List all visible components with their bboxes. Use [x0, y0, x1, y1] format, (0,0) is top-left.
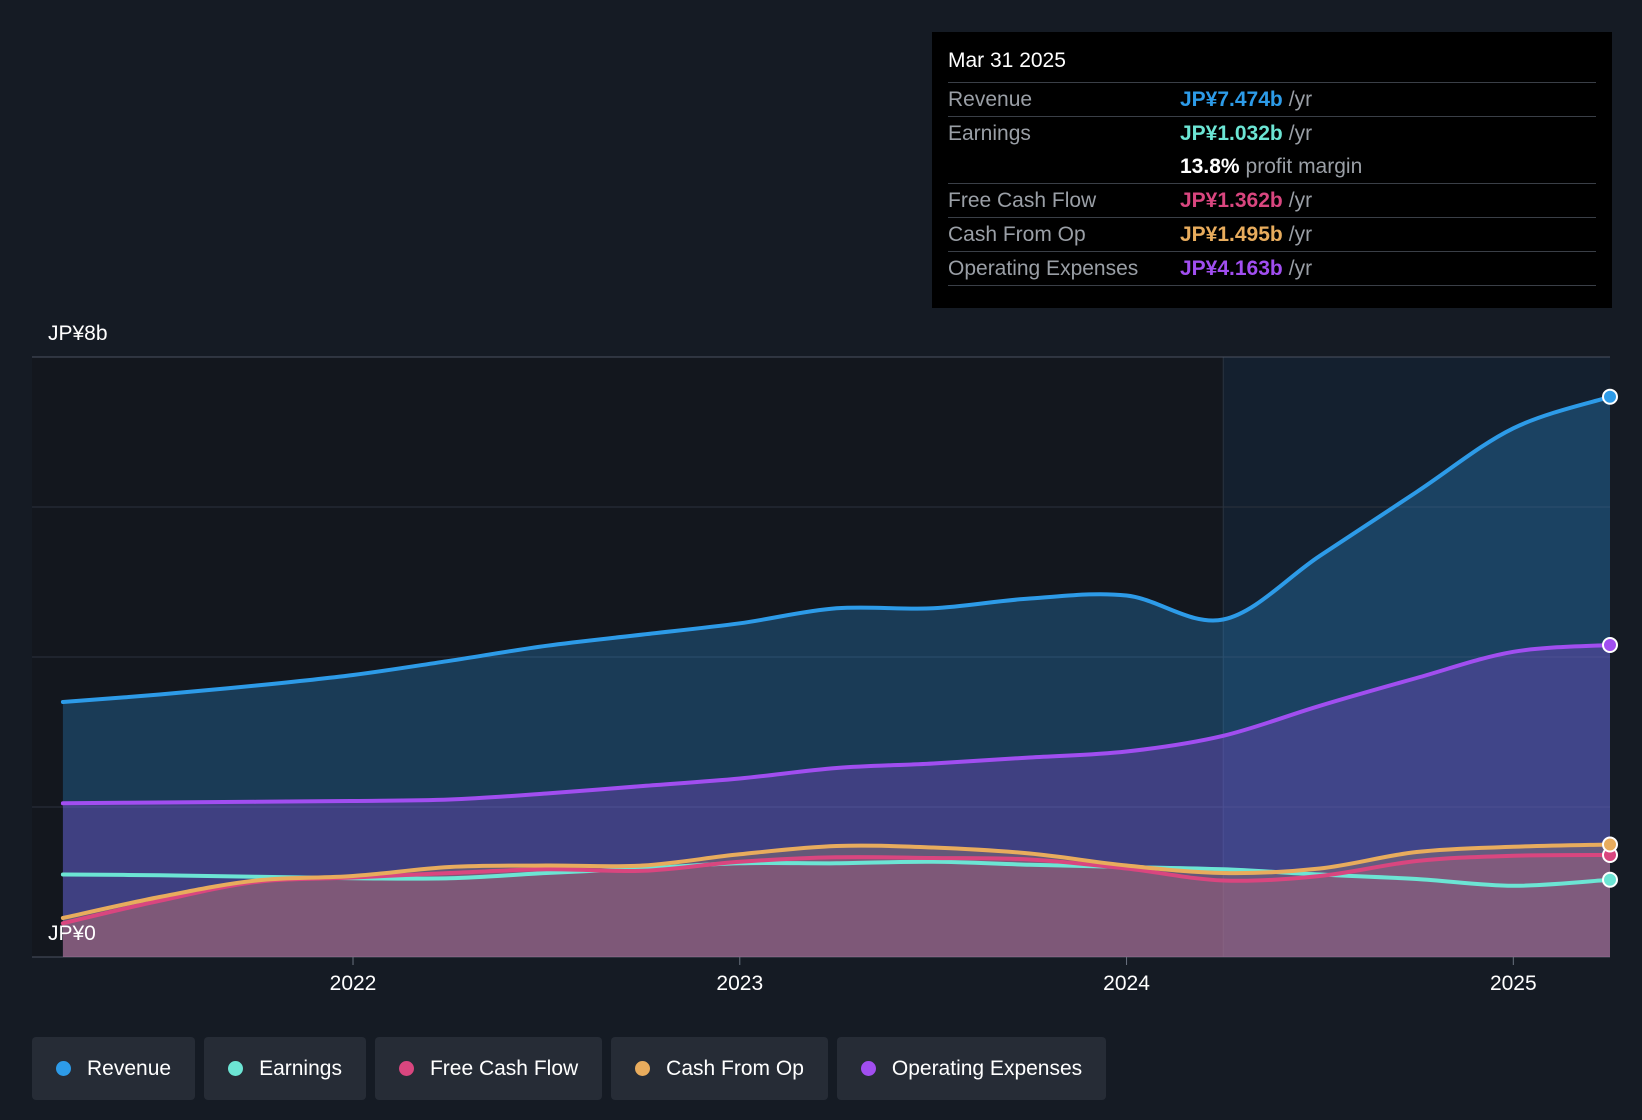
free-cash-flow-dot-icon [398, 1061, 414, 1076]
tooltip-label: Cash From Op [948, 222, 1086, 246]
series-lines [60, 394, 1612, 926]
tooltip-row-profit-margin: 13.8% profit margin [948, 150, 1596, 184]
free-cash-flow-area [62, 855, 1610, 957]
tooltip-unit: /yr [1288, 87, 1313, 111]
cash-from-op-end-marker [1602, 836, 1618, 853]
operating-expenses-dot-icon [860, 1061, 876, 1076]
tooltip-row-cash-from-op: Cash From Op JP¥1.495b /yr [948, 218, 1596, 252]
legend-label: Revenue [87, 1056, 172, 1080]
profit-margin-label: profit margin [1245, 154, 1363, 178]
tooltip-unit: /yr [1288, 256, 1313, 280]
cash-from-op-dot-icon [635, 1061, 651, 1076]
revenue-end-marker [1602, 388, 1618, 405]
tooltip-value: JP¥4.163b [1180, 256, 1283, 280]
legend: Revenue Earnings Free Cash Flow Cash Fro… [32, 1037, 1107, 1100]
tooltip-value: JP¥1.362b [1180, 188, 1283, 212]
x-tick-label: 2025 [1490, 972, 1537, 995]
revenue-area [62, 396, 1610, 957]
tooltip-row-free-cash-flow: Free Cash Flow JP¥1.362b /yr [948, 184, 1596, 218]
y-axis-bottom-label: JP¥0 [48, 922, 96, 945]
tooltip-unit: /yr [1288, 222, 1313, 246]
tooltip-label: Operating Expenses [948, 256, 1139, 280]
legend-item-earnings[interactable]: Earnings [204, 1037, 366, 1100]
earnings-end-marker [1602, 871, 1618, 888]
legend-label: Operating Expenses [891, 1056, 1083, 1080]
legend-label: Free Cash Flow [429, 1056, 579, 1080]
tooltip-panel: Mar 31 2025 Revenue JP¥7.474b /yr Earnin… [932, 32, 1612, 308]
tooltip-value: JP¥1.495b [1180, 222, 1283, 246]
legend-item-free-cash-flow[interactable]: Free Cash Flow [374, 1037, 603, 1100]
revenue-line [60, 394, 1612, 704]
tooltip-row-operating-expenses: Operating Expenses JP¥4.163b /yr [948, 252, 1596, 286]
legend-label: Cash From Op [666, 1056, 804, 1080]
tooltip-date: Mar 31 2025 [948, 46, 1596, 83]
legend-label: Earnings [259, 1056, 342, 1080]
x-tick-label: 2024 [1103, 972, 1150, 995]
tooltip-row-earnings: Earnings JP¥1.032b /yr [948, 117, 1596, 150]
operating-expenses-end-marker [1602, 637, 1618, 653]
x-axis: 2022 2023 2024 2025 [330, 957, 1537, 995]
legend-item-revenue[interactable]: Revenue [32, 1037, 196, 1100]
tooltip-label: Revenue [948, 87, 1033, 111]
tooltip-unit: /yr [1288, 121, 1313, 145]
x-tick-label: 2023 [716, 972, 763, 995]
x-tick-label: 2022 [330, 972, 377, 995]
tooltip-label: Earnings [948, 121, 1031, 145]
tooltip-value: JP¥7.474b [1180, 87, 1283, 111]
tooltip-value: JP¥1.032b [1180, 121, 1283, 145]
revenue-dot-icon [56, 1061, 71, 1076]
profit-margin-value: 13.8% [1180, 154, 1240, 178]
series-end-markers [1602, 388, 1618, 888]
legend-item-cash-from-op[interactable]: Cash From Op [611, 1037, 828, 1100]
tooltip-label: Free Cash Flow [948, 188, 1097, 212]
tooltip-row-revenue: Revenue JP¥7.474b /yr [948, 83, 1596, 117]
earnings-dot-icon [228, 1061, 244, 1076]
y-axis-top-label: JP¥8b [48, 322, 108, 345]
tooltip-unit: /yr [1288, 188, 1313, 212]
cash-from-op-line [60, 842, 1612, 920]
legend-item-operating-expenses[interactable]: Operating Expenses [836, 1037, 1107, 1100]
gridlines [32, 356, 1610, 958]
operating-expenses-line [60, 643, 1612, 806]
